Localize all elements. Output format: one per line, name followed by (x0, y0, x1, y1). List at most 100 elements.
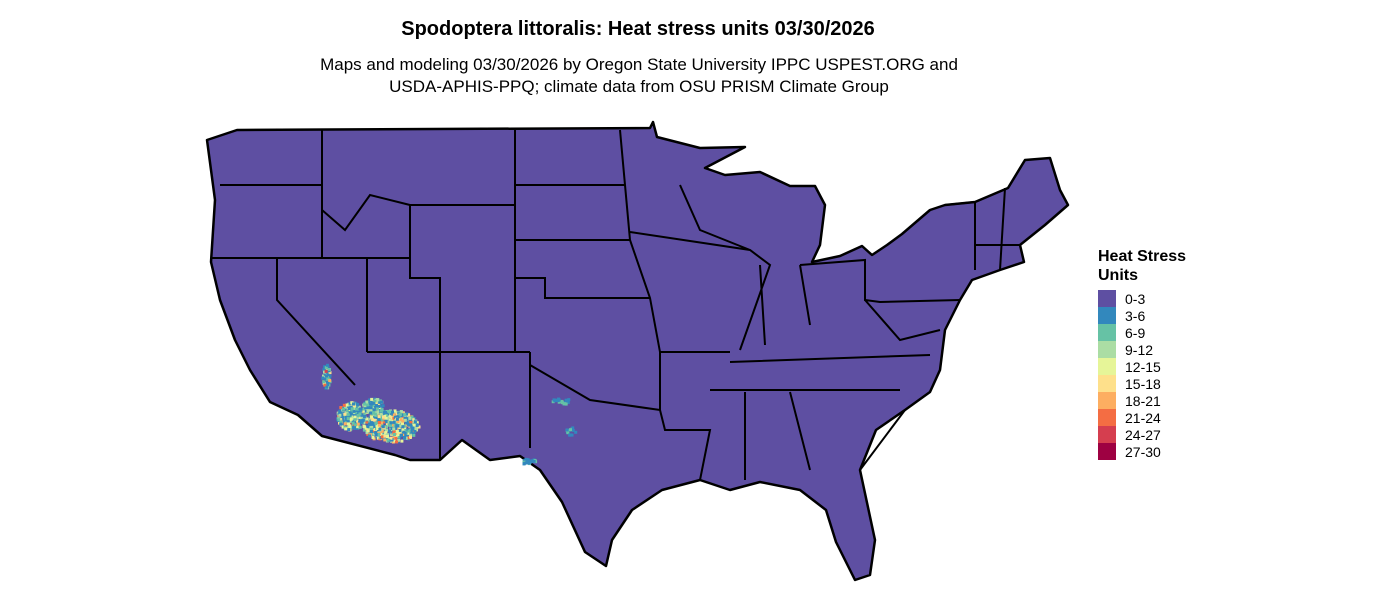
heat-cell (364, 409, 368, 413)
heat-cell (352, 402, 355, 406)
heat-cell (377, 418, 381, 422)
heat-cell (373, 416, 377, 419)
heat-cell (412, 433, 416, 437)
legend-title: Heat Stress Units (1098, 247, 1208, 285)
heat-cell (404, 436, 408, 440)
heat-cell (344, 427, 348, 431)
heat-cell (326, 365, 330, 369)
heat-cell (380, 405, 384, 409)
heat-cell (380, 421, 384, 425)
heat-cell (389, 436, 393, 440)
heat-cell (328, 379, 332, 382)
heat-cell (375, 415, 379, 419)
heat-cell (322, 368, 326, 372)
heat-cell (362, 428, 366, 432)
legend-item: 9-12 (1098, 341, 1208, 358)
heat-cell (367, 423, 371, 427)
heat-cell (378, 401, 382, 405)
legend-swatch (1098, 290, 1116, 307)
heat-cell (349, 405, 353, 409)
legend-title-line: Units (1098, 267, 1138, 284)
heat-cell (365, 417, 369, 421)
legend-label: 0-3 (1125, 290, 1146, 307)
heat-cell (322, 374, 325, 378)
heat-cell (412, 423, 416, 427)
heat-cell (366, 400, 370, 404)
heat-cell (348, 401, 352, 405)
heat-cell (372, 432, 376, 436)
heat-cell (370, 415, 374, 419)
heat-cell (355, 425, 359, 429)
heat-cell (522, 462, 526, 466)
heat-cell (360, 416, 364, 420)
heat-cell (386, 409, 390, 413)
heat-cell (356, 417, 360, 420)
heat-cell (390, 427, 394, 430)
heat-cell (403, 418, 407, 422)
heat-cell (395, 417, 399, 421)
heat-cell (380, 418, 384, 422)
heat-cell (328, 371, 332, 375)
legend-item: 21-24 (1098, 409, 1208, 426)
heat-cell (323, 370, 326, 374)
heat-cell (345, 418, 349, 422)
heat-stress-patches (321, 363, 578, 466)
heat-cell (369, 406, 373, 410)
legend-swatch (1098, 409, 1116, 426)
heat-cell (396, 420, 400, 423)
heat-cell (574, 430, 578, 434)
heat-cell (360, 420, 364, 424)
heat-cell (385, 423, 389, 427)
heat-cell (557, 398, 561, 402)
heat-cell (383, 434, 387, 438)
heat-cell (369, 430, 373, 433)
heat-cell (355, 411, 359, 415)
heat-cell (370, 425, 374, 429)
heat-cell (415, 421, 419, 425)
heat-cell (347, 415, 351, 419)
heat-cell (385, 420, 389, 424)
heat-cell (324, 366, 328, 370)
heat-cell (389, 421, 393, 425)
heat-cell (342, 403, 346, 407)
heat-cell (564, 398, 568, 402)
heat-cell (366, 425, 370, 429)
heat-cell (362, 424, 366, 428)
heat-cell (415, 423, 418, 427)
heat-cell (384, 418, 388, 422)
heat-cell (322, 380, 326, 384)
heat-cell (374, 433, 378, 436)
heat-cell (397, 438, 400, 442)
heat-cell (377, 421, 381, 424)
legend-label: 6-9 (1125, 324, 1146, 341)
heat-cell (409, 423, 413, 427)
heat-cell (344, 405, 347, 409)
legend-title-line: Heat Stress (1098, 248, 1187, 265)
legend-swatch (1098, 341, 1116, 358)
heat-cell (391, 425, 394, 429)
heat-cell (343, 420, 347, 424)
heat-cell (371, 401, 375, 405)
heat-cell (388, 410, 391, 414)
heat-cell (530, 459, 534, 463)
heat-cell (364, 426, 368, 430)
heat-cell (367, 426, 371, 430)
heat-cell (532, 459, 536, 463)
heat-cell (345, 409, 349, 413)
heat-cell (384, 430, 388, 434)
heat-cell (380, 400, 384, 404)
heat-cell (398, 415, 402, 419)
map-subtitle: Maps and modeling 03/30/2026 by Oregon S… (320, 55, 958, 74)
heat-cell (340, 415, 344, 419)
heat-cell (375, 422, 379, 426)
heat-cell (405, 417, 409, 421)
heat-cell (393, 409, 397, 413)
heat-cell (403, 413, 407, 417)
heat-cell (399, 418, 403, 422)
heat-cell (406, 422, 410, 426)
legend-label: 3-6 (1125, 307, 1146, 324)
heat-cell (571, 428, 575, 432)
heat-cell (354, 423, 358, 427)
heat-cell (326, 373, 330, 377)
heat-cell (367, 398, 371, 402)
